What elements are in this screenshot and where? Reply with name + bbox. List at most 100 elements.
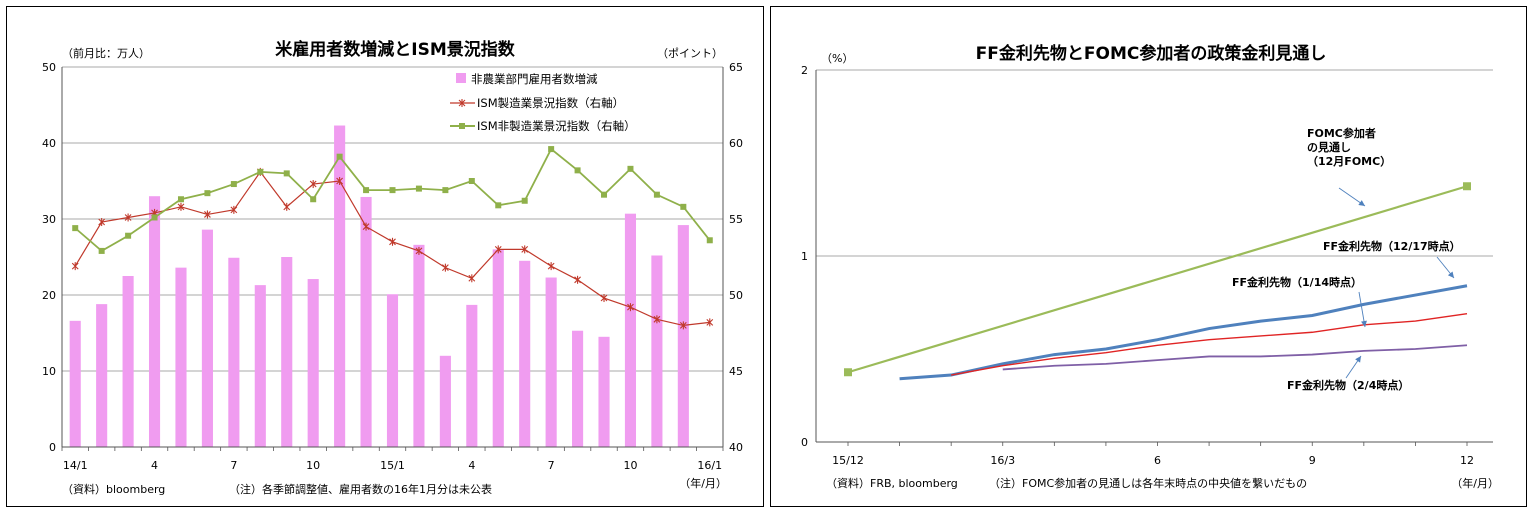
right-footnote: （注）FOMC参加者の見通しは各年末時点の中央値を繋いだもの — [989, 476, 1307, 490]
employment-bar — [254, 285, 266, 447]
right-annotations: FOMC参加者の見通し（12月FOMC） FF金利先物（12/17時点） FF金利先… — [1232, 126, 1461, 392]
right-axes — [815, 70, 1493, 446]
ism-mfg-point — [415, 246, 423, 255]
x-tick-label: 16/1 — [697, 459, 722, 472]
employment-bar — [175, 267, 187, 447]
ism-nonmfg-point — [257, 168, 264, 175]
employment-bar — [677, 225, 689, 447]
y-right-tick-label: 60 — [729, 137, 743, 150]
y-tick-label: 0 — [801, 436, 808, 449]
x-tick-label: 15/1 — [380, 459, 405, 472]
ism-mfg-point — [574, 275, 581, 284]
annotation-label: FF金利先物（2/4時点） — [1287, 378, 1409, 392]
y-left-tick-label: 0 — [49, 441, 56, 454]
employment-bar — [572, 330, 584, 447]
annotation-arrowhead — [1355, 356, 1361, 363]
right-chart-title: FF金利先物とFOMC参加者の政策金利見通し — [976, 43, 1327, 64]
ism-nonmfg-point — [601, 191, 608, 198]
right-gridlines — [816, 69, 1493, 257]
y-right-tick-label: 50 — [729, 289, 743, 302]
ff-futures-0204-line — [1002, 344, 1468, 371]
ism-nonmfg-point — [389, 187, 396, 194]
ism-mfg-point — [124, 213, 132, 222]
ism-nonmfg-point — [627, 165, 634, 172]
x-tick-label: 4 — [468, 459, 475, 472]
y-right-tick-label: 45 — [729, 365, 743, 378]
ism-nonmfg-line — [74, 147, 711, 253]
ism-nonmfg-point — [204, 190, 211, 197]
left-tick-labels: 0 10 20 30 40 50 40 45 50 55 60 65 14/1 4 7 10 15/1 4 7 10 1… — [42, 61, 743, 472]
y-left-tick-label: 10 — [42, 365, 56, 378]
employment-bar — [96, 304, 108, 447]
ism-nonmfg-point — [442, 187, 449, 194]
ism-nonmfg-point — [230, 181, 237, 188]
x-tick-label: 10 — [623, 459, 637, 472]
ism-mfg-point — [679, 321, 687, 330]
ism-mfg-point — [627, 303, 634, 312]
annotation-label: FF金利先物（1/14時点） — [1232, 275, 1362, 289]
employment-bar — [386, 294, 399, 447]
ism-mfg-point — [177, 202, 185, 211]
employment-bar — [122, 276, 134, 447]
employment-bar — [651, 255, 663, 447]
employment-bar — [492, 249, 504, 447]
x-tick-label: 4 — [151, 459, 158, 472]
ism-mfg-point — [283, 202, 291, 211]
ism-mfg-point — [98, 218, 106, 227]
ism-nonmfg-point — [151, 214, 158, 221]
ism-nonmfg-point — [72, 225, 79, 232]
right-chart-y-unit: （%） — [821, 52, 853, 65]
y-right-tick-label: 40 — [729, 441, 743, 454]
ism-mfg-point — [230, 205, 238, 214]
employment-bar — [413, 244, 425, 447]
ism-nonmfg-point — [521, 197, 528, 204]
ism-nonmfg-point — [283, 170, 290, 177]
right-x-unit: （年/月） — [1451, 476, 1499, 490]
annotation-label: （12月FOMC） — [1307, 155, 1391, 168]
ism-nonmfg-point — [310, 196, 317, 203]
employment-bar — [466, 304, 478, 447]
left-line-series — [71, 146, 714, 330]
employment-bar — [228, 257, 240, 447]
ism-mfg-point — [309, 180, 317, 189]
ism-nonmfg-point — [653, 191, 660, 198]
x-tick-label: 9 — [1309, 454, 1316, 467]
x-tick-label: 6 — [1154, 454, 1161, 467]
employment-bar — [307, 279, 319, 447]
ism-mfg-point — [521, 245, 529, 254]
annotation-label: FOMC参加者 — [1307, 126, 1376, 140]
ism-nonmfg-point — [706, 237, 713, 244]
ism-nonmfg-point — [495, 202, 502, 209]
employment-bar — [201, 229, 213, 447]
ism-nonmfg-point — [415, 185, 422, 192]
employment-bar — [519, 260, 531, 447]
ism-mfg-point — [336, 177, 344, 185]
left-axes — [61, 67, 724, 451]
ism-mfg-point — [653, 315, 661, 324]
annotation-arrowhead — [1361, 320, 1367, 327]
x-tick-label: 14/1 — [63, 459, 88, 472]
employment-bar — [439, 355, 451, 447]
employment-bar — [148, 196, 161, 447]
employment-bar — [334, 125, 346, 448]
y-tick-label: 1 — [801, 250, 808, 263]
annotation-label: FF金利先物（12/17時点） — [1323, 239, 1461, 253]
x-tick-label: 12 — [1460, 454, 1474, 467]
legend-marker-ism-nonmfg — [459, 123, 465, 129]
ism-mfg-point — [204, 210, 211, 219]
employment-ism-chart: 0 10 20 30 40 50 40 45 50 55 60 65 14/1 4 7 10 15/1 4 7 10 1… — [42, 39, 743, 496]
ism-mfg-point — [441, 263, 449, 272]
y-left-tick-label: 40 — [42, 137, 56, 150]
right-chart-panel: 0 1 2 15/12 16/3 6 9 12 FOMC参加者 の見通し （12月FOMC） FF金… — [770, 6, 1527, 507]
x-tick-label: 16/3 — [990, 454, 1015, 467]
left-gridlines — [62, 66, 723, 372]
right-y-unit: （ポイント） — [657, 47, 723, 60]
legend-swatch-bar — [456, 73, 466, 83]
left-source-note: （資料）bloomberg — [62, 482, 165, 496]
ism-nonmfg-point — [548, 146, 555, 153]
ism-nonmfg-point — [574, 167, 581, 174]
left-x-unit: （年/月） — [679, 476, 727, 490]
left-chart-panel: 0 10 20 30 40 50 40 45 50 55 60 65 14/1 4 7 10 15/1 4 7 10 1… — [6, 6, 764, 507]
x-tick-label: 15/12 — [832, 454, 864, 467]
left-chart-title: 米雇用者数増減とISM景況指数 — [275, 39, 515, 60]
